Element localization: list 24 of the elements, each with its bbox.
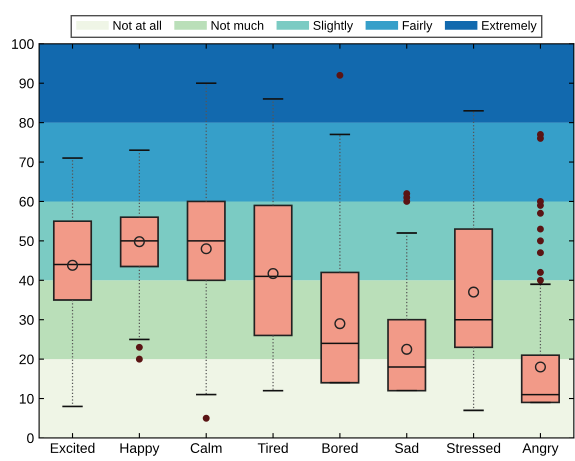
x-tick-label: Stressed [446, 442, 500, 454]
x-tick-label: Tired [258, 442, 288, 454]
legend-label: Slightly [313, 20, 354, 32]
x-tick-label: Calm [190, 442, 222, 454]
y-tick-label: 80 [19, 118, 34, 128]
y-tick-label: 10 [20, 394, 34, 404]
y-tick-label: 60 [19, 196, 34, 207]
x-tick-label: Happy [120, 443, 160, 456]
y-tick-label: 0 [27, 433, 34, 444]
y-tick-label: 90 [19, 78, 34, 88]
y-tick-label: 100 [12, 39, 34, 49]
y-tick-label: 30 [19, 315, 34, 325]
y-tick-label: 20 [19, 354, 34, 364]
legend-label: Not much [212, 20, 264, 30]
x-tick-label: Angry [522, 443, 559, 456]
y-tick-label: 40 [19, 276, 34, 286]
legend-label: Fairly [402, 20, 432, 32]
legend-label: Extremely [482, 20, 537, 32]
x-tick-label: Sad [395, 442, 418, 454]
legend-label: Not at all [114, 20, 161, 30]
x-tick-label: Excited [50, 442, 94, 454]
y-tick-label: 50 [19, 236, 34, 246]
y-tick-label: 70 [20, 157, 34, 168]
x-tick-label: Bored [322, 442, 358, 454]
